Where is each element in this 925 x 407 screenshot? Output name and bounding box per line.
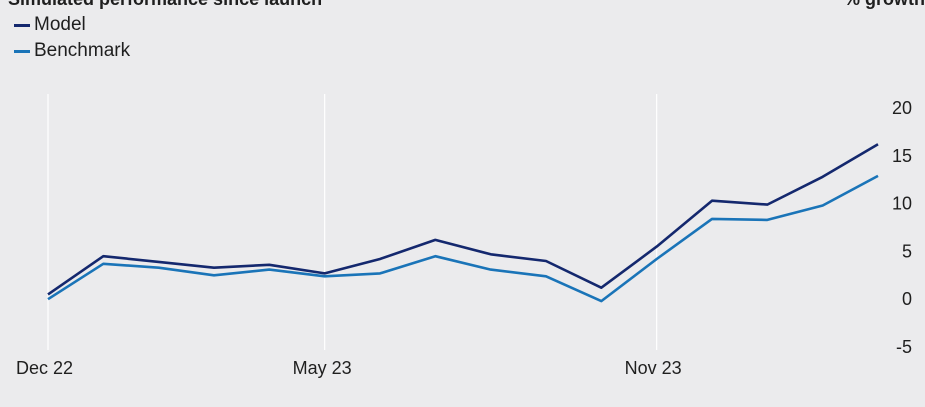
legend-item-benchmark: Benchmark <box>14 38 130 64</box>
legend-label-model: Model <box>34 14 86 35</box>
series-line-model <box>47 143 879 296</box>
series-line-benchmark <box>47 174 879 303</box>
y-tick-label: -5 <box>896 337 912 357</box>
x-tick-label: May 23 <box>293 358 352 378</box>
chart-title: Simulated performance since launch <box>8 0 322 10</box>
x-tick-label: Nov 23 <box>625 358 682 378</box>
y-tick-label: 20 <box>892 98 912 118</box>
legend-swatch-model <box>14 23 30 27</box>
y-tick-label: 0 <box>902 289 912 309</box>
x-tick-label: Dec 22 <box>16 358 73 378</box>
legend-item-model: Model <box>14 12 130 38</box>
y-tick-label: 10 <box>892 194 912 214</box>
y-tick-label: 5 <box>902 241 912 261</box>
unit-label: % growth <box>844 0 925 10</box>
legend: Model Benchmark <box>14 12 130 64</box>
y-tick-label: 15 <box>892 146 912 166</box>
legend-swatch-benchmark <box>14 49 30 53</box>
legend-label-benchmark: Benchmark <box>34 40 131 61</box>
